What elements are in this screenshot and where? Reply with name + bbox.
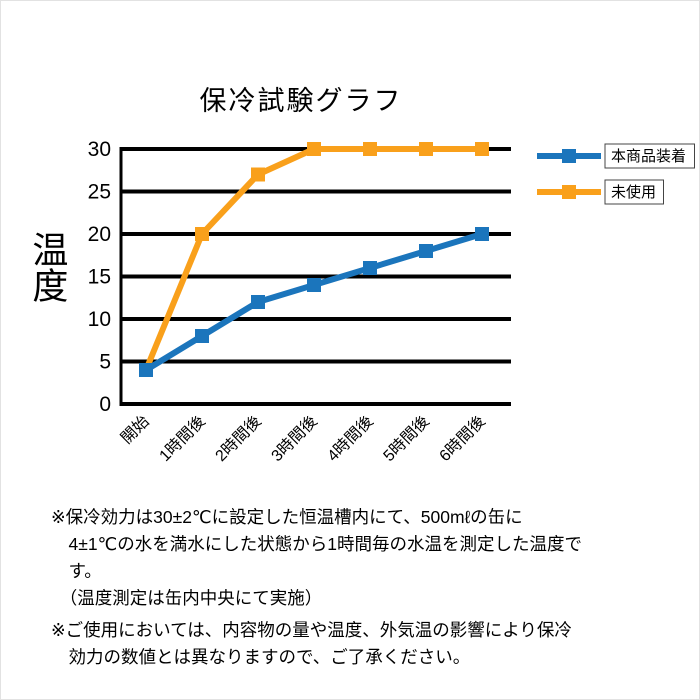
y-tick-label: 15 <box>88 266 111 289</box>
notes-section: ※保冷効力は30±2℃に設定した恒温槽内にて、500mℓの缶に 4±1℃の水を満… <box>51 504 671 671</box>
data-point <box>419 142 433 156</box>
chart-title: 保冷試験グラフ <box>199 86 403 116</box>
note-line: 効力の数値とは異なりますので、ご了承ください。 <box>51 647 471 667</box>
cooling-test-line-chart: 0 5 10 15 20 25 30 開始 1時間後 2時間後 3時間後 4時間後 5時間後 6時間後 本商… <box>88 138 695 465</box>
data-point <box>195 227 209 241</box>
data-point <box>307 278 321 292</box>
x-axis-label: 開始 <box>117 412 152 447</box>
y-tick-label: 30 <box>88 138 111 161</box>
data-point <box>363 261 377 275</box>
legend-label-box <box>604 179 664 205</box>
legend-label: 未使用 <box>611 184 656 201</box>
y-tick-label: 0 <box>99 393 111 416</box>
note-line: す。 <box>51 561 102 581</box>
legend-label-box <box>604 143 695 169</box>
data-point <box>307 142 321 156</box>
data-point <box>251 295 265 309</box>
note-line: ※ご使用においては、内容物の量や温度、外気温の影響により保冷 <box>51 620 572 640</box>
y-tick-label: 20 <box>88 223 111 246</box>
y-axis-title: 温度 <box>27 231 69 303</box>
data-point <box>475 227 489 241</box>
data-point <box>419 244 433 258</box>
x-axis-label: 3時間後 <box>268 412 321 465</box>
note-block: ※ご使用においては、内容物の量や温度、外気温の影響により保冷 効力の数値とは異な… <box>51 617 671 671</box>
legend-marker-square <box>562 185 576 199</box>
data-point <box>475 142 489 156</box>
x-axis-label: 1時間後 <box>156 412 209 465</box>
x-axis-label: 5時間後 <box>380 412 433 465</box>
note-line: ※保冷効力は30±2℃に設定した恒温槽内にて、500mℓの缶に <box>51 507 523 527</box>
y-tick-label: 5 <box>99 351 111 374</box>
legend-marker-square <box>562 149 576 163</box>
data-point <box>195 329 209 343</box>
data-point <box>251 167 265 182</box>
x-axis-label: 2時間後 <box>212 412 265 465</box>
data-point <box>363 142 377 156</box>
y-tick-label: 10 <box>88 308 111 331</box>
note-line: 4±1℃の水を満水にした状態から1時間毎の水温を測定した温度で <box>51 534 582 554</box>
x-axis-label: 4時間後 <box>324 412 377 465</box>
x-axis-label: 6時間後 <box>436 412 489 465</box>
data-point <box>139 363 153 377</box>
note-line: （温度測定は缶内中央にて実施） <box>51 588 323 608</box>
legend-label: 本商品装着 <box>611 148 686 165</box>
note-block: ※保冷効力は30±2℃に設定した恒温槽内にて、500mℓの缶に 4±1℃の水を満… <box>51 504 671 612</box>
y-tick-label: 25 <box>88 181 111 204</box>
